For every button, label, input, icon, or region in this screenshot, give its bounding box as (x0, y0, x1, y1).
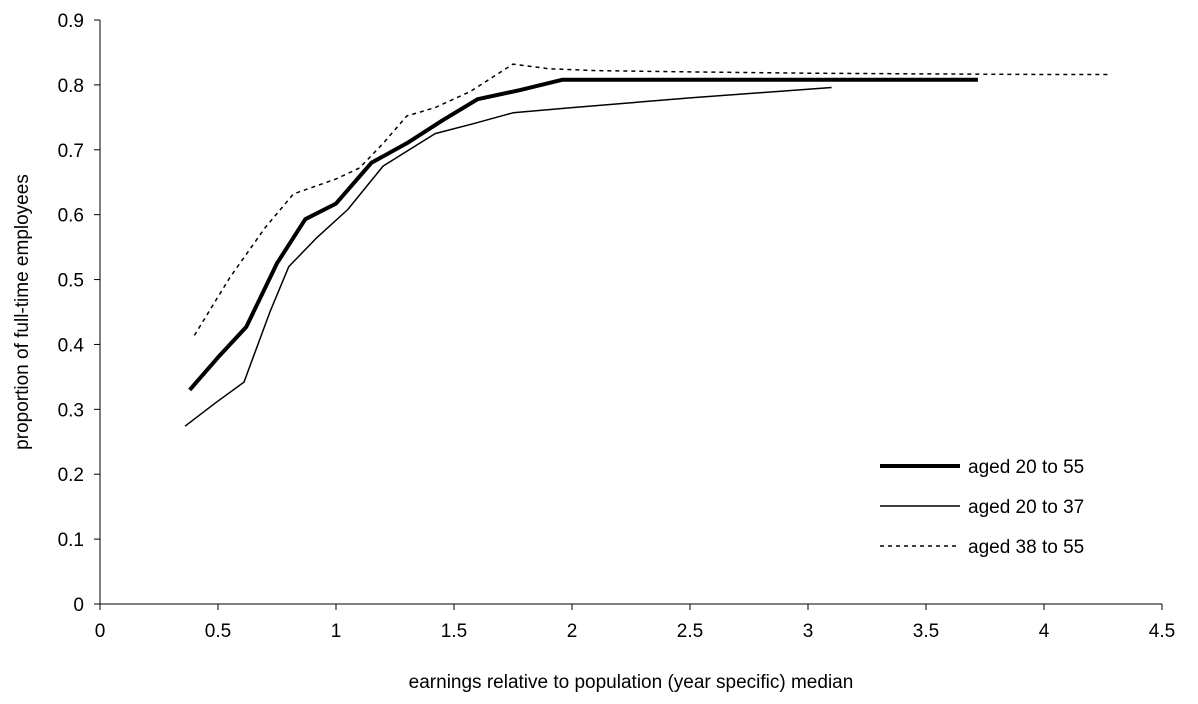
legend-label-aged-20-to-55: aged 20 to 55 (968, 457, 1084, 478)
y-tick-label: 0.1 (58, 530, 84, 551)
y-tick-label: 0.3 (58, 400, 84, 421)
series-line-aged-20-to-55 (188, 77, 978, 392)
x-tick-label: 2.5 (677, 621, 703, 642)
y-tick-label: 0.9 (58, 11, 84, 32)
series-line-aged-38-to-55 (193, 63, 1111, 336)
x-tick-label: 2 (567, 621, 578, 642)
x-tick-label: 4 (1039, 621, 1050, 642)
y-tick-label: 0.5 (58, 271, 84, 292)
x-tick-label: 0 (95, 621, 106, 642)
y-tick-label: 0.8 (58, 76, 84, 97)
x-tick-label: 3.5 (913, 621, 939, 642)
y-axis-title: proportion of full-time employees (12, 174, 33, 450)
axes: 0 0.1 0.2 0.3 0.4 0.5 0.6 0.7 0.8 0.9 0 0.5 1 1.5 2 2.5… (58, 11, 1176, 642)
y-tick-label: 0.6 (58, 206, 84, 227)
x-tick-label: 4.5 (1149, 621, 1175, 642)
x-tick-label: 1.5 (441, 621, 467, 642)
y-tick-label: 0.7 (58, 141, 84, 162)
legend-label-aged-20-to-37: aged 20 to 37 (968, 497, 1084, 518)
x-tick-label: 0.5 (205, 621, 231, 642)
legend: aged 20 to 55 aged 20 to 37 aged 38 to 55 (880, 457, 1084, 558)
y-tick-label: 0.4 (58, 335, 85, 356)
y-tick-label: 0.2 (58, 465, 84, 486)
series-line-aged-20-to-37 (184, 86, 832, 427)
x-axis-title: earnings relative to population (year sp… (409, 672, 854, 693)
y-tick-label: 0 (73, 595, 84, 616)
legend-label-aged-38-to-55: aged 38 to 55 (968, 537, 1084, 558)
x-tick-label: 3 (803, 621, 814, 642)
x-tick-label: 1 (331, 621, 342, 642)
series-lines (184, 63, 1111, 427)
